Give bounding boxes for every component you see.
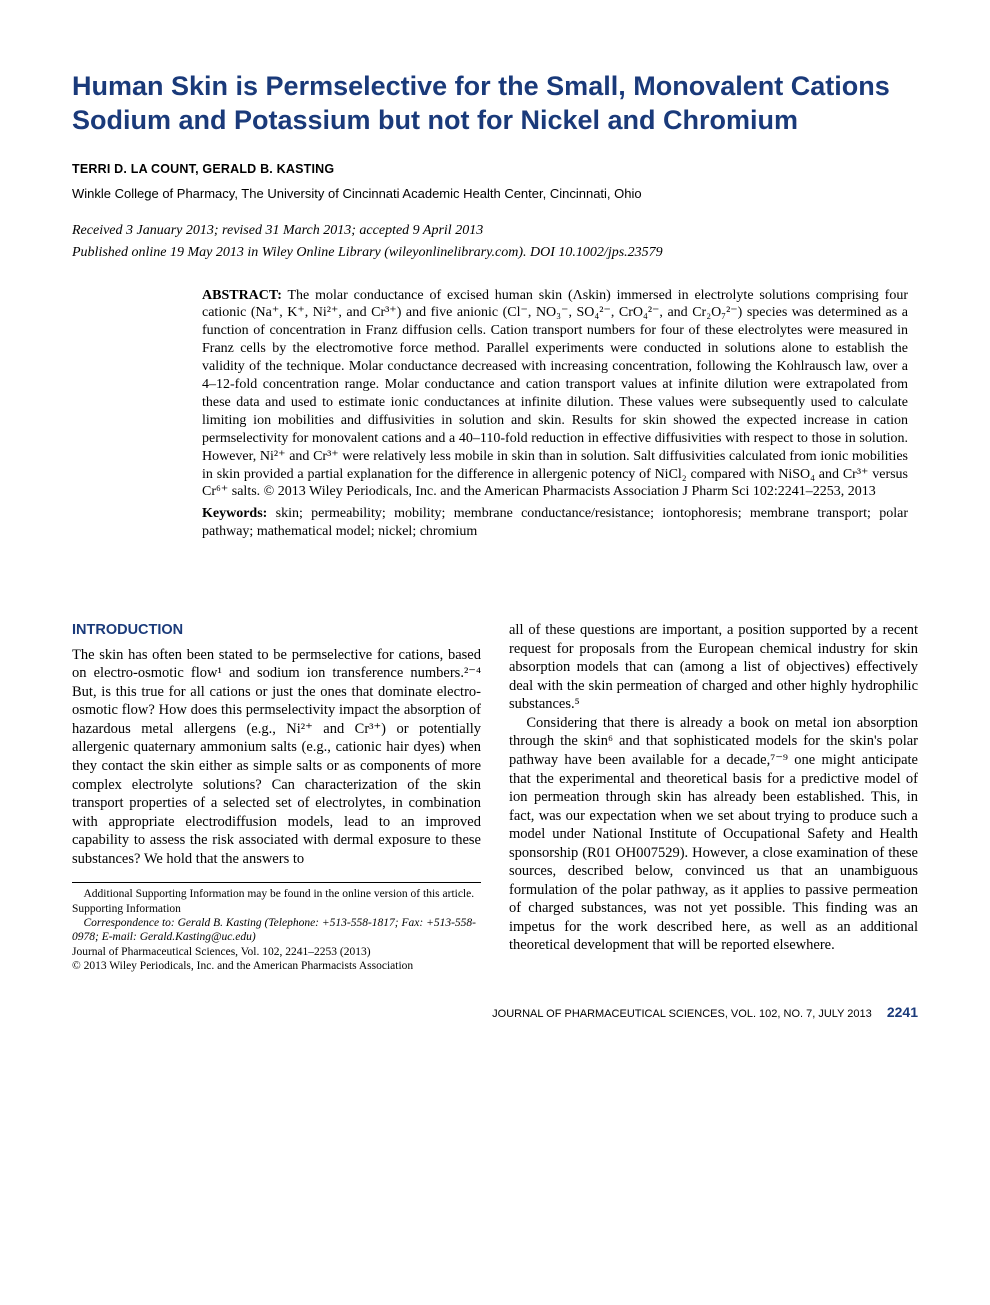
footnote-supporting-info: Additional Supporting Information may be… xyxy=(72,887,481,916)
author-affiliation: Winkle College of Pharmacy, The Universi… xyxy=(72,186,918,201)
footnote-correspondence: Correspondence to: Gerald B. Kasting (Te… xyxy=(72,916,481,945)
article-title: Human Skin is Permselective for the Smal… xyxy=(72,70,918,138)
footnote-block: Additional Supporting Information may be… xyxy=(72,882,481,973)
footnote-journal: Journal of Pharmaceutical Sciences, Vol.… xyxy=(72,945,481,959)
keywords-label: Keywords: xyxy=(202,506,267,521)
published-online-line: Published online 19 May 2013 in Wiley On… xyxy=(72,245,918,261)
body-columns: INTRODUCTION The skin has often been sta… xyxy=(72,621,918,973)
page-footer: JOURNAL OF PHARMACEUTICAL SCIENCES, VOL.… xyxy=(72,1004,918,1020)
intro-paragraph-1-cont: all of these questions are important, a … xyxy=(509,621,918,714)
abstract-text: The molar conductance of excised human s… xyxy=(202,288,908,500)
abstract-block: ABSTRACT: The molar conductance of excis… xyxy=(202,287,908,542)
intro-paragraph-2: Considering that there is already a book… xyxy=(509,714,918,955)
author-list: TERRI D. LA COUNT, GERALD B. KASTING xyxy=(72,162,918,176)
received-dates: Received 3 January 2013; revised 31 Marc… xyxy=(72,223,918,239)
keywords-text: skin; permeability; mobility; membrane c… xyxy=(202,506,908,539)
section-heading-introduction: INTRODUCTION xyxy=(72,621,481,640)
running-head: JOURNAL OF PHARMACEUTICAL SCIENCES, VOL.… xyxy=(492,1008,872,1020)
abstract-label: ABSTRACT: xyxy=(202,288,282,303)
intro-paragraph-1: The skin has often been stated to be per… xyxy=(72,646,481,869)
footnote-copyright: © 2013 Wiley Periodicals, Inc. and the A… xyxy=(72,959,481,973)
page-number: 2241 xyxy=(887,1004,918,1020)
